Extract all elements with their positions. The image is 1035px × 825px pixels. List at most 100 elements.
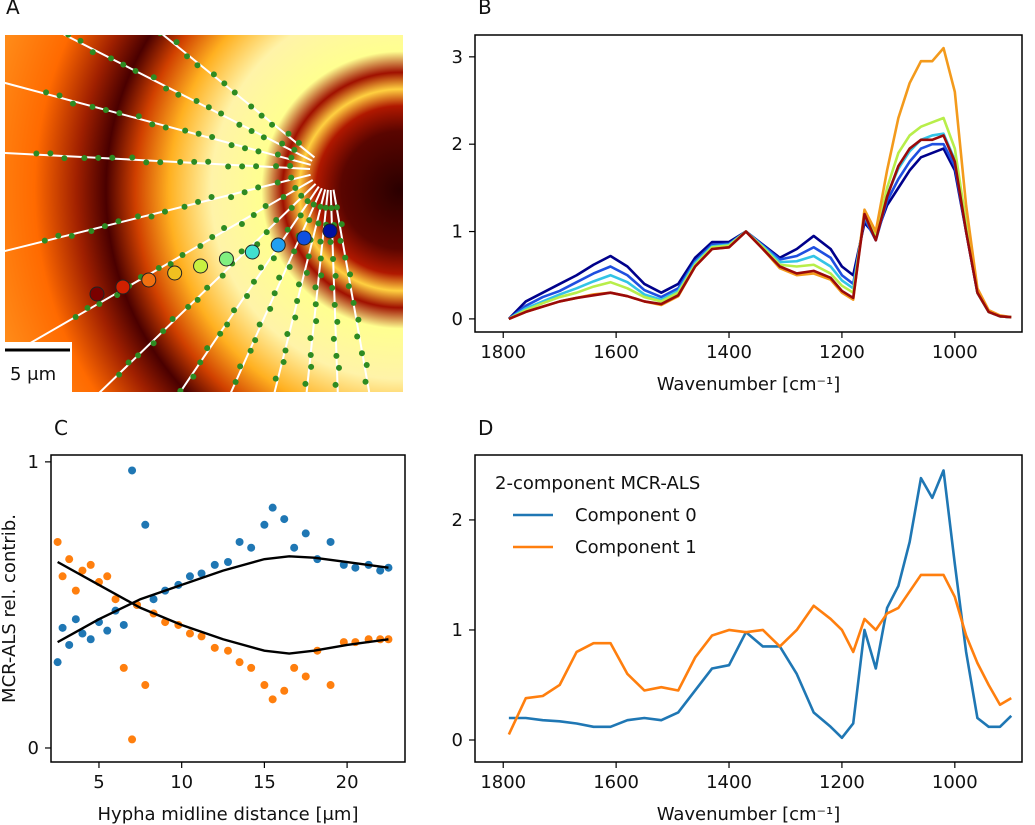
profile-point [274, 179, 281, 186]
profile-point [250, 278, 257, 285]
profile-point [327, 238, 334, 245]
profile-point [209, 234, 216, 240]
profile-point [210, 71, 217, 78]
scatter-point [78, 629, 87, 638]
series-line [507, 147, 1012, 320]
profile-point [322, 204, 329, 211]
profile-point [84, 305, 91, 311]
profile-point [347, 271, 354, 278]
profile-point [136, 12, 142, 18]
profile-point [68, 232, 75, 239]
profile-point [218, 410, 224, 416]
midline-point [296, 230, 312, 246]
profile-point [160, 328, 167, 335]
profile-point [65, 35, 72, 38]
scatter-point [224, 646, 232, 655]
profile-point [209, 133, 216, 140]
profile-point [184, 53, 191, 60]
x-tick-label: 15 [253, 772, 276, 793]
profile-point [163, 85, 170, 92]
profile-point [101, 223, 108, 230]
profile-point [47, 150, 54, 157]
profile-point [288, 174, 295, 181]
profile-point [116, 110, 123, 117]
midline-point [193, 258, 209, 274]
x-tick-label: 1000 [932, 772, 978, 793]
profile-point [163, 411, 169, 417]
x-tick-label: 1600 [593, 772, 639, 793]
scatter-point [235, 658, 244, 667]
legend-label: Component 0 [575, 505, 697, 526]
profile-point [88, 227, 95, 234]
profile-point [337, 445, 343, 451]
profile-point [41, 237, 48, 244]
legend-label: Component 1 [575, 537, 697, 558]
profile-point [149, 121, 156, 128]
y-tick-label: 0 [452, 730, 463, 751]
profile-point [274, 151, 281, 158]
scatter-point [260, 681, 269, 690]
profile-point [302, 380, 309, 387]
profile-point [269, 121, 276, 128]
axes-frame [50, 454, 406, 763]
profile-point [257, 264, 264, 271]
profile-point [355, 316, 362, 323]
profile-point [276, 274, 283, 281]
profile-point [232, 378, 239, 385]
profile-point [134, 213, 141, 220]
profile-point [262, 203, 269, 209]
scatter-point [65, 555, 74, 564]
scatter-point [86, 560, 95, 569]
profile-point [298, 460, 304, 466]
profile-point [219, 272, 226, 279]
y-tick-label: 2 [452, 134, 463, 155]
profile-point [271, 290, 278, 297]
x-axis-label: Wavenumber [cm⁻¹] [657, 804, 841, 825]
profile-point [256, 321, 263, 328]
scatter-point [119, 620, 128, 629]
profile-point [312, 301, 319, 308]
scatter-point [103, 572, 112, 581]
profile-point [253, 163, 260, 170]
profile-point [371, 429, 377, 435]
midline-point [270, 237, 286, 253]
profile-point [263, 229, 270, 236]
profile-point [231, 307, 238, 314]
profile-point [284, 331, 291, 338]
profile-point [177, 159, 184, 166]
micrograph [5, 12, 403, 466]
profile-point [354, 333, 361, 340]
profile-point [376, 441, 382, 447]
heatmap [5, 35, 403, 392]
scatter-point [235, 537, 244, 546]
profile-point [284, 226, 291, 233]
scatter-point [71, 586, 80, 595]
profile-point [307, 351, 314, 358]
profile-point [307, 335, 314, 342]
profile-point [271, 392, 277, 398]
scatter-point [185, 629, 194, 638]
profile-point [295, 139, 302, 146]
x-tick-label: 1200 [819, 772, 865, 793]
profile-point [81, 155, 88, 162]
profile-point [313, 318, 320, 325]
scatter-point [149, 595, 158, 604]
profile-point [224, 321, 231, 328]
profile-point [95, 154, 102, 161]
fit-line [57, 555, 389, 644]
panel-label: A [6, 0, 20, 19]
profile-point [287, 162, 294, 169]
midline-point [322, 223, 338, 239]
profile-point [252, 337, 259, 344]
scatter-point [141, 681, 150, 690]
profile-point [169, 316, 176, 323]
profile-point [197, 243, 204, 249]
profile-point [332, 272, 339, 279]
profile-point [315, 220, 322, 227]
scatter-point [65, 640, 74, 649]
legend-title: 2-component MCR-ALS [495, 473, 700, 494]
scatter-point [111, 595, 120, 604]
profile-point [317, 255, 324, 262]
profile-point [294, 297, 301, 304]
profile-point [270, 255, 277, 262]
